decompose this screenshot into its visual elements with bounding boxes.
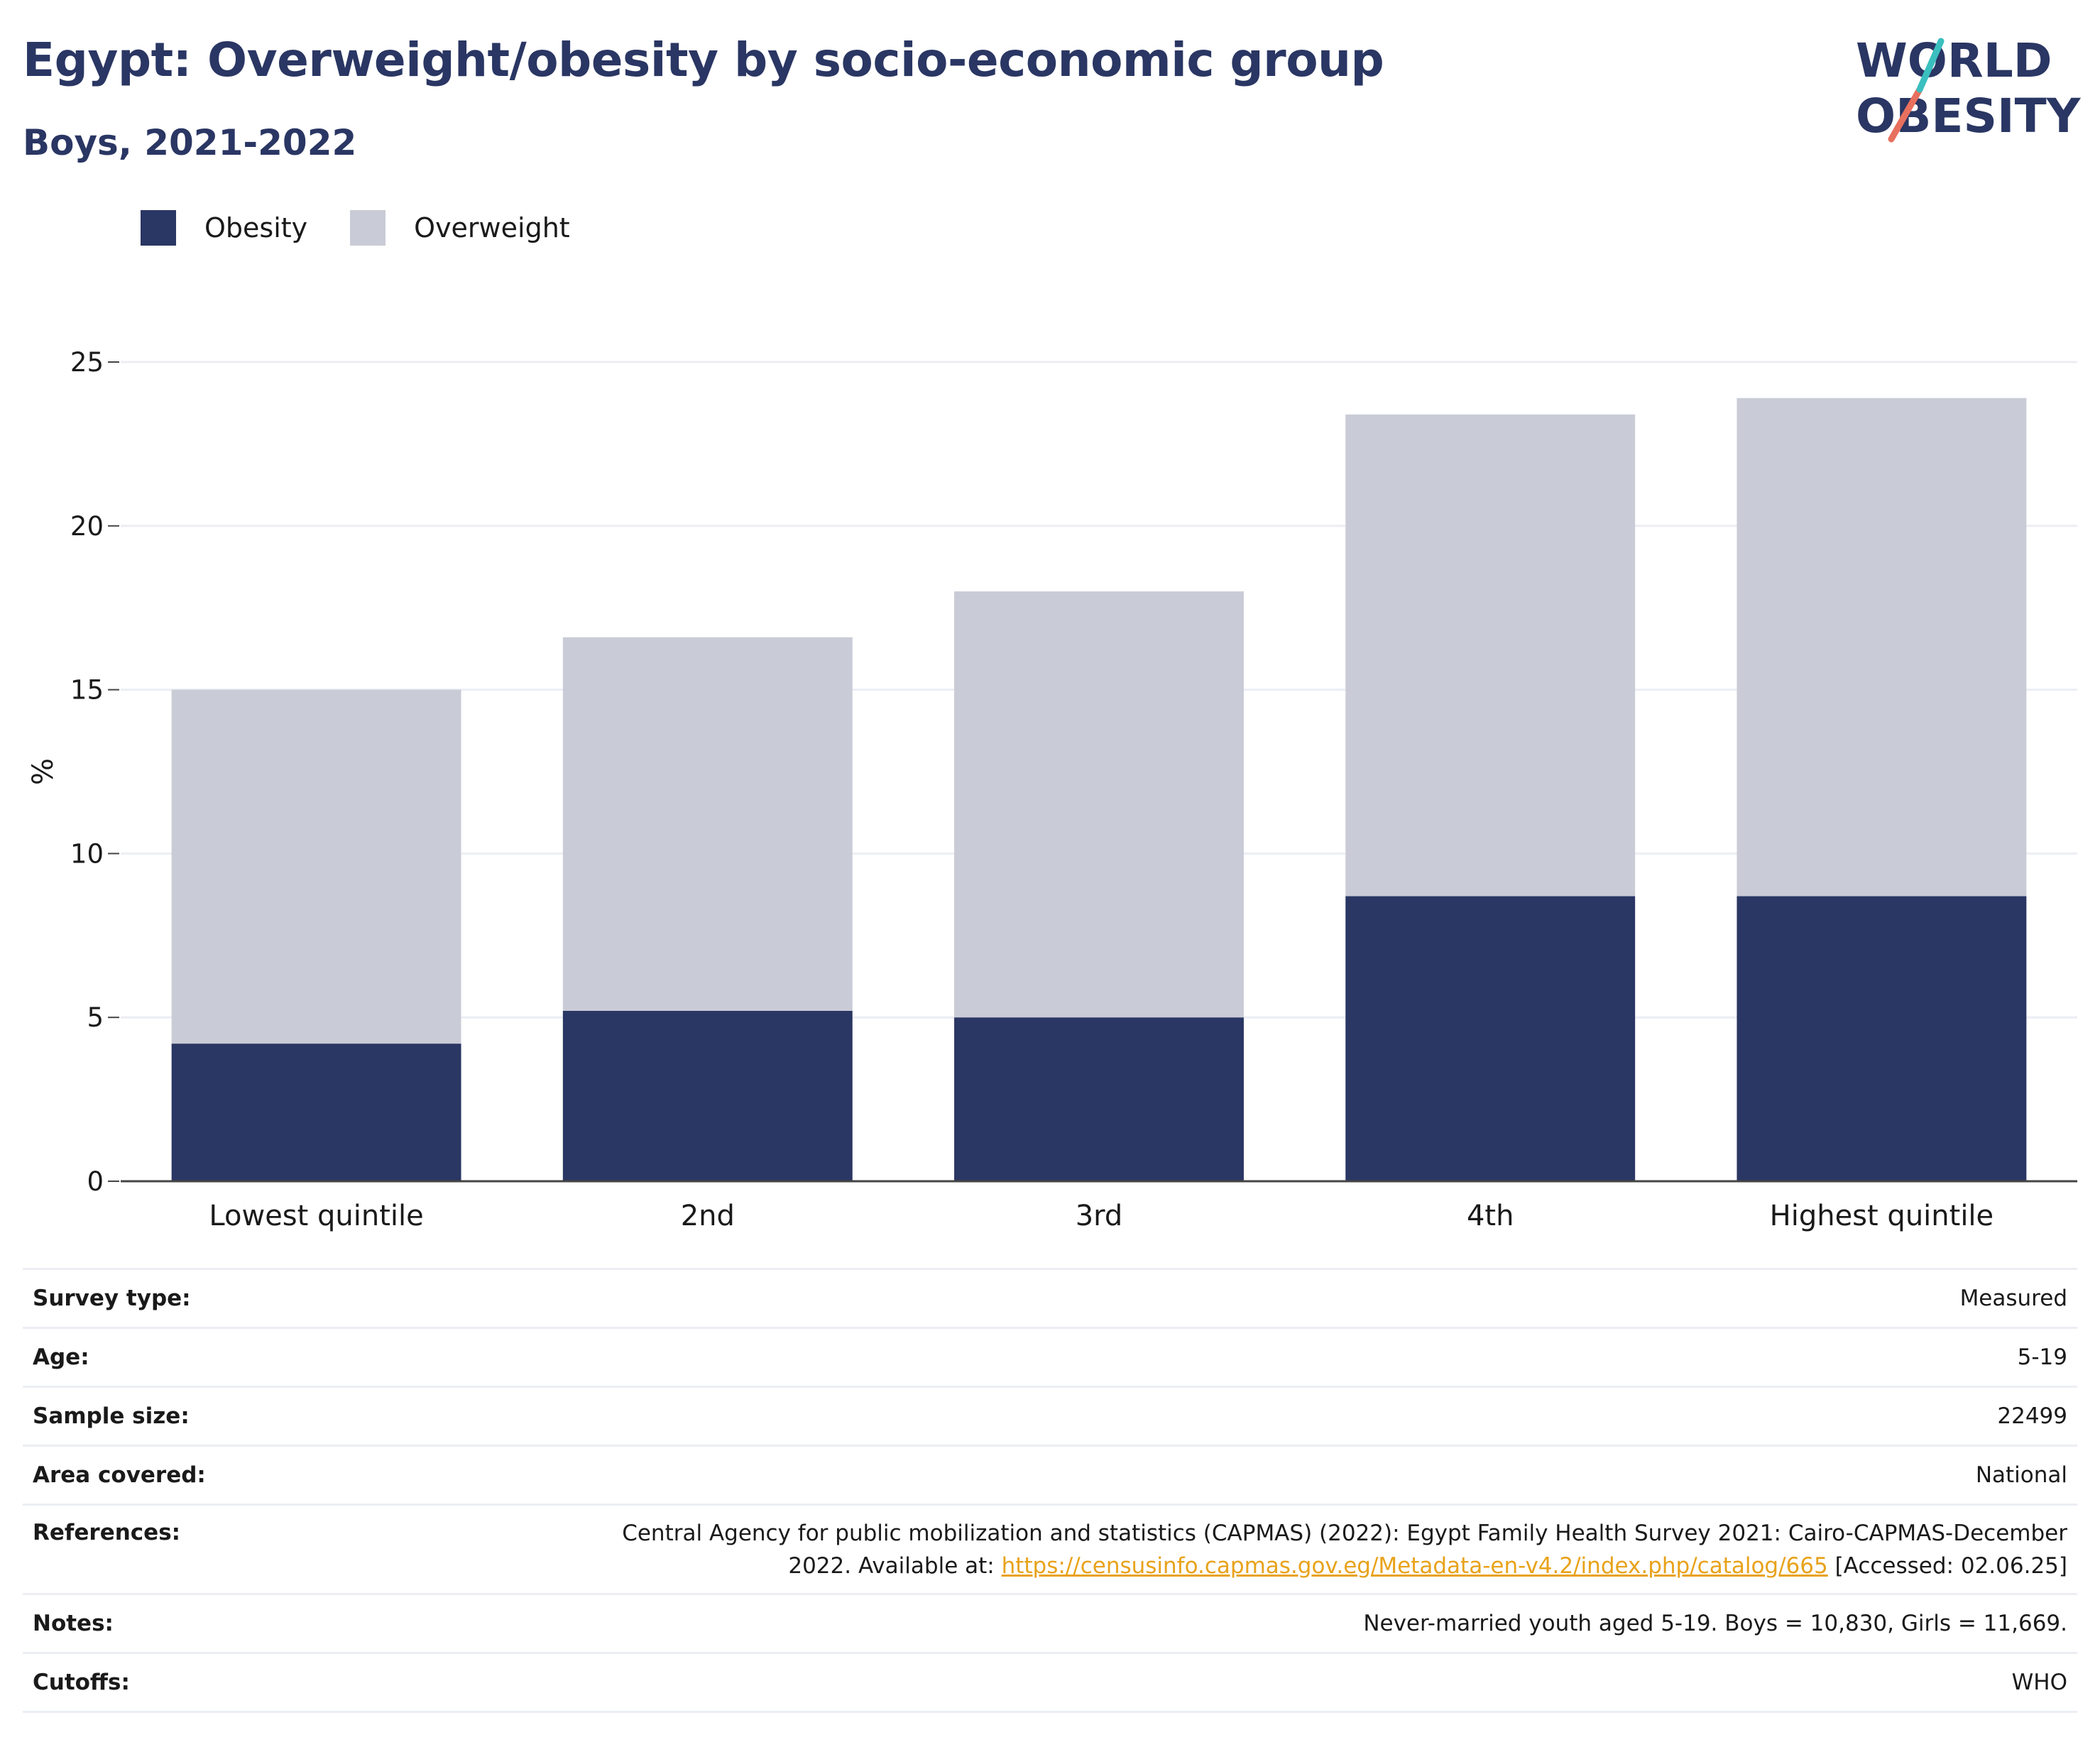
legend-label-overweight: Overweight [414,212,570,243]
x-tick-label: Lowest quintile [209,1200,423,1232]
bar-obesity-5 [1737,896,2027,1181]
chart-legend: Obesity Overweight [141,210,613,246]
world-obesity-logo: WORLD OBESITY [1856,33,2082,143]
legend-label-obesity: Obesity [204,212,308,243]
bar-obesity-3 [954,1017,1244,1181]
stacked-bar-chart: 0 5 10 15 20 25% Lowest quintile 2nd 3rd 4th Highe… [27,347,2077,1232]
x-tick-label: 2nd [681,1200,735,1232]
meta-row-survey-type: Survey type: Measured [23,1269,2077,1328]
y-axis-label: % [27,758,60,785]
bar-overweight-1 [171,689,461,1044]
survey-metadata-table: Survey type: Measured Age: 5-19 Sample s… [23,1268,2077,1713]
meta-value-references: Central Agency for public mobilization a… [262,1505,2077,1594]
meta-label-sample-size: Sample size: [33,1403,190,1429]
references-link[interactable]: https://censusinfo.capmas.gov.eg/Metadat… [1001,1552,1828,1579]
chart-title: Egypt: Overweight/obesity by socio-econo… [23,33,1384,87]
meta-value-age: 5-19 [2017,1345,2067,1370]
meta-value-sample-size: 22499 [1997,1403,2067,1429]
y-tick-label: 5 [87,1002,104,1033]
legend-item-overweight[interactable]: Overweight [350,210,570,246]
bar-obesity-4 [1345,896,1636,1181]
legend-swatch-overweight [350,210,386,246]
chart-subtitle: Boys, 2021-2022 [23,122,357,163]
meta-row-area: Area covered: National [23,1445,2077,1505]
meta-value-notes: Never-married youth aged 5-19. Boys = 10… [1363,1611,2067,1636]
y-tick-label: 25 [70,347,104,378]
svg-text:OBESITY: OBESITY [1856,89,2082,143]
meta-label-cutoffs: Cutoffs: [33,1670,130,1695]
svg-text:WORLD: WORLD [1856,33,2052,88]
y-tick-label: 15 [70,675,104,706]
references-text-line1: Central Agency for public mobilization a… [622,1520,2067,1546]
meta-label-survey-type: Survey type: [33,1286,191,1311]
y-tick-label: 0 [87,1166,104,1197]
x-tick-label: Highest quintile [1770,1200,1994,1232]
x-tick-label: 4th [1467,1200,1514,1232]
x-tick-label: 3rd [1076,1200,1123,1232]
meta-value-area: National [1975,1462,2067,1488]
references-text-prefix: 2022. Available at: [788,1552,1002,1579]
bar-overweight-3 [954,591,1244,1018]
legend-swatch-obesity [141,210,176,246]
meta-value-survey-type: Measured [1959,1286,2067,1311]
meta-row-references: References: Central Agency for public mo… [23,1504,2077,1594]
meta-value-cutoffs: WHO [2011,1670,2067,1695]
bar-obesity-1 [171,1044,461,1181]
meta-row-cutoffs: Cutoffs: WHO [23,1653,2077,1712]
y-tick-label: 10 [70,838,104,869]
meta-label-age: Age: [33,1345,89,1370]
meta-row-age: Age: 5-19 [23,1327,2077,1387]
bar-overweight-5 [1737,398,2027,897]
bar-overweight-4 [1345,414,1636,897]
legend-item-obesity[interactable]: Obesity [141,210,307,246]
meta-label-references: References: [33,1520,181,1545]
meta-label-area: Area covered: [33,1462,206,1488]
bar-obesity-2 [562,1010,853,1181]
meta-label-notes: Notes: [33,1611,114,1636]
meta-row-notes: Notes: Never-married youth aged 5-19. Bo… [23,1594,2077,1653]
bar-overweight-2 [562,637,853,1011]
meta-row-sample-size: Sample size: 22499 [23,1386,2077,1446]
references-text-suffix: [Accessed: 02.06.25] [1827,1552,2067,1579]
y-tick-label: 20 [70,511,104,542]
